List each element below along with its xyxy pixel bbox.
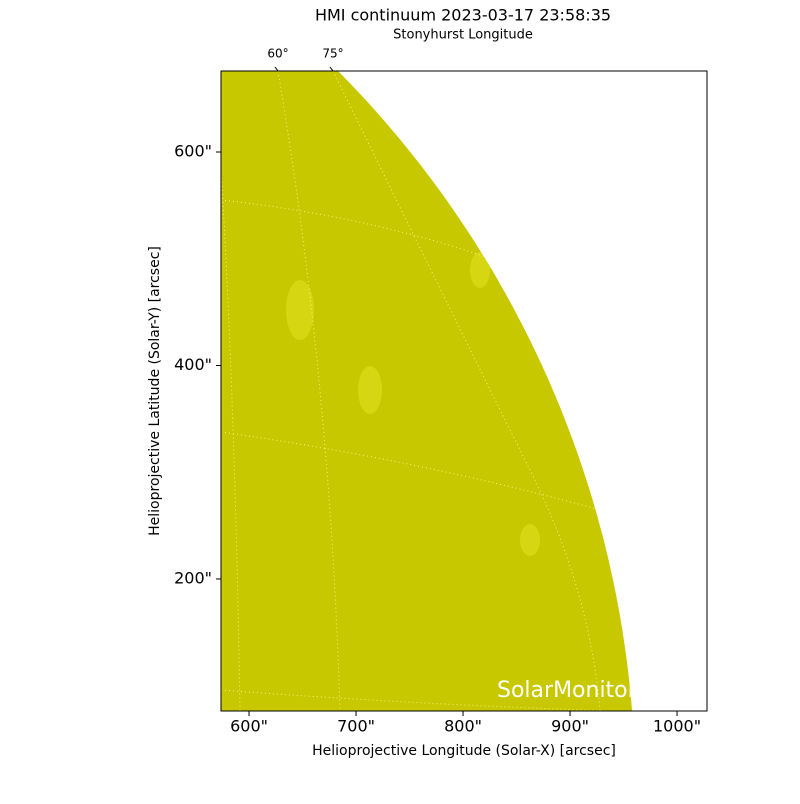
y-axis-label: Helioprojective Latitude (Solar-Y) [arcs… — [147, 246, 163, 536]
x-tick-label: 900" — [551, 717, 589, 736]
top-tick-label: 60° — [267, 47, 288, 61]
grid-parallel — [221, 689, 633, 711]
x-axis-label: Helioprojective Longitude (Solar-X) [arc… — [312, 743, 616, 759]
bright-region — [286, 280, 314, 340]
x-tick-label: 800" — [444, 717, 482, 736]
grid-meridian — [277, 71, 341, 711]
y-tick-label: 200" — [174, 568, 212, 587]
bright-region — [470, 252, 490, 288]
top-tick — [274, 66, 279, 72]
chart-title: HMI continuum 2023-03-17 23:58:35 — [315, 6, 611, 25]
x-tick-label: 600" — [230, 717, 268, 736]
y-tick-label: 600" — [174, 142, 212, 161]
top-axis-label: Stonyhurst Longitude — [393, 28, 533, 43]
grid-parallel — [221, 431, 601, 511]
coordinate-grid: SolarMonitor — [221, 71, 638, 711]
x-tick-label: 700" — [337, 717, 375, 736]
plot-frame — [220, 70, 708, 712]
grid-meridian — [221, 169, 241, 711]
top-tick — [329, 66, 334, 72]
axes: 600" 700" 800" 900" 1000" 200" 400" 600" 60° 75° — [174, 47, 701, 736]
watermark: SolarMonitor — [497, 678, 638, 703]
grid-meridian — [332, 71, 601, 711]
y-tick-label: 400" — [174, 355, 212, 374]
top-tick-label: 75° — [322, 47, 343, 61]
bright-region — [520, 524, 540, 556]
solar-disk — [221, 71, 633, 711]
x-tick-label: 1000" — [653, 717, 701, 736]
plot-area: SolarMonitor — [221, 71, 638, 711]
bright-region — [358, 366, 382, 414]
